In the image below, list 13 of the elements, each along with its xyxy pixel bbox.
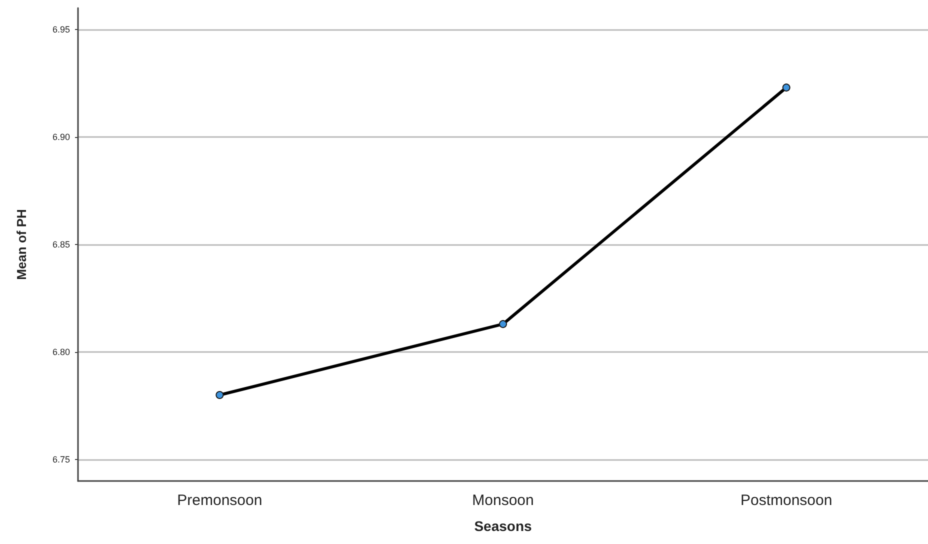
x-tick-label: Postmonsoon	[740, 492, 832, 509]
y-tick-label: 6.85	[52, 240, 70, 250]
y-tick-label: 6.95	[52, 24, 70, 34]
x-tick-label: Premonsoon	[177, 492, 262, 509]
y-tick-label: 6.80	[52, 347, 70, 357]
point	[782, 84, 790, 92]
point	[499, 320, 507, 328]
y-tick-label: 6.90	[52, 132, 70, 142]
x-tick-label: Monsoon	[472, 492, 534, 509]
point	[216, 391, 224, 399]
x-axis-title: Seasons	[474, 518, 532, 534]
y-tick-label: 6.75	[52, 454, 70, 464]
y-axis-title: Mean of PH	[14, 209, 29, 280]
